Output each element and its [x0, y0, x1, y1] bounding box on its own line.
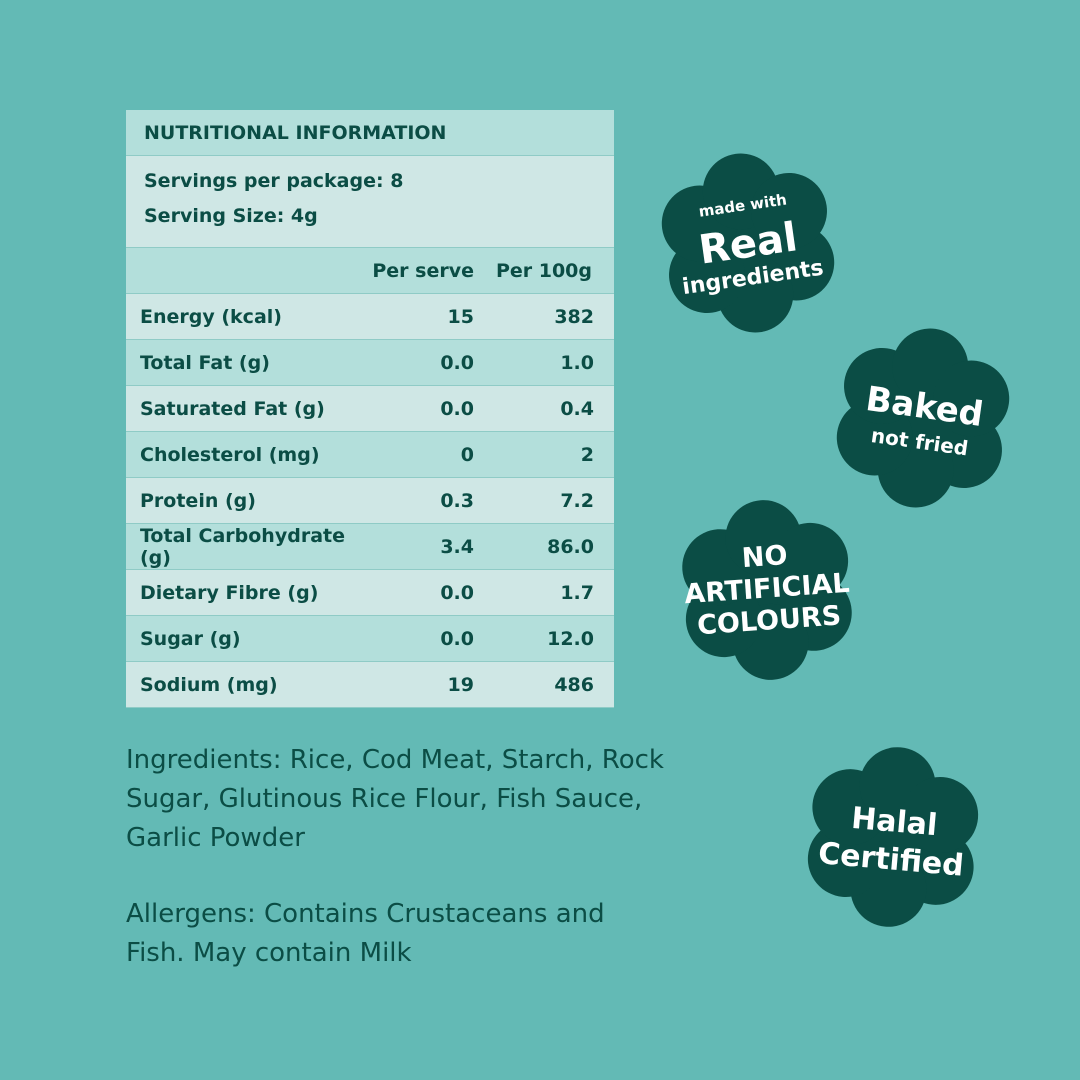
column-label: Per 100g — [495, 259, 592, 282]
column-label: Per serve — [372, 259, 474, 282]
nutrient-name: Sugar (g) — [140, 627, 241, 650]
cell-value: 86.0 — [547, 535, 594, 558]
badge-text: NO — [741, 540, 789, 574]
table-row: Total Carbohydrate (g) 3.4 86.0 — [126, 524, 614, 570]
cell-value: 0.0 — [440, 581, 474, 604]
badge-petal — [933, 360, 1010, 437]
cell-value: 15 — [447, 305, 474, 328]
cell-value: 19 — [447, 673, 474, 696]
cell-value: 2 — [580, 443, 594, 466]
nutrient-name: Dietary Fibre (g) — [140, 581, 319, 604]
nutrient-name: Sodium (mg) — [140, 673, 278, 696]
table-row: Cholesterol (mg) 0 2 — [126, 432, 614, 478]
nutrient-name: Total Fat (g) — [140, 351, 270, 374]
table-row: Sugar (g) 0.0 12.0 — [126, 616, 614, 662]
nutrient-name: Saturated Fat (g) — [140, 397, 325, 420]
cell-value: 1.7 — [560, 581, 594, 604]
cell-value: 0.0 — [440, 627, 474, 650]
cell-value: 382 — [554, 305, 594, 328]
table-body: Energy (kcal) 15 382 Total Fat (g) 0.0 1.0 Sat… — [126, 294, 614, 708]
table-row: Energy (kcal) 15 382 — [126, 294, 614, 340]
title-text: NUTRITIONAL INFORMATION — [144, 121, 447, 144]
ingredients: Ingredients: Rice, Cod Meat, Starch, Roc… — [126, 745, 664, 853]
serving-size: Serving Size: 4g — [144, 205, 318, 227]
table-title: NUTRITIONAL INFORMATION — [126, 110, 614, 156]
table-row: Sodium (mg) 19 486 — [126, 662, 614, 708]
cell-value: 7.2 — [560, 489, 594, 512]
cell-value: 3.4 — [440, 535, 474, 558]
table-row: Protein (g) 0.3 7.2 — [126, 478, 614, 524]
badge-petal — [750, 172, 827, 249]
cell-value: 1.0 — [560, 351, 594, 374]
servings: Servings per package: 8 — [144, 170, 404, 192]
cell-value: 0.0 — [440, 351, 474, 374]
cell-value: 0 — [460, 443, 474, 466]
allergens: Allergens: Contains Crustaceans and Fish… — [126, 899, 605, 968]
badge-petal — [902, 777, 979, 854]
badge-text: Halal — [850, 801, 939, 843]
column-header: Per serve Per 100g — [126, 248, 614, 294]
nutrient-name: Energy (kcal) — [140, 305, 282, 328]
cell-value: 0.4 — [560, 397, 594, 420]
table-row: Saturated Fat (g) 0.0 0.4 — [126, 386, 614, 432]
table-row: Total Fat (g) 0.0 1.0 — [126, 340, 614, 386]
cell-value: 0.3 — [440, 489, 474, 512]
nutrition-table: NUTRITIONAL INFORMATION Servings per pac… — [126, 110, 614, 708]
servings-section: Servings per package: 8 Serving Size: 4g — [126, 156, 614, 248]
cell-value: 12.0 — [547, 627, 594, 650]
cell-value: 0.0 — [440, 397, 474, 420]
table-row: Dietary Fibre (g) 0.0 1.7 — [126, 570, 614, 616]
cell-value: 486 — [554, 673, 594, 696]
nutrient-name: Protein (g) — [140, 489, 256, 512]
badge-petal — [772, 522, 849, 599]
nutrient-name: Total Carbohydrate (g) — [140, 524, 345, 569]
nutrient-name: Cholesterol (mg) — [140, 443, 320, 466]
